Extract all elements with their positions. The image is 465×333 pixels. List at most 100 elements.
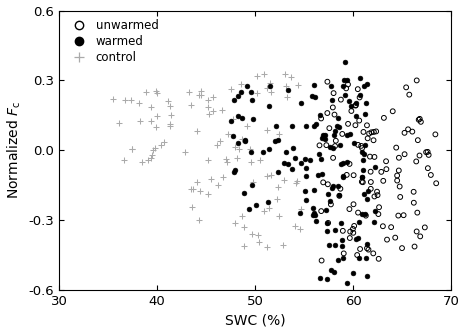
Point bbox=[324, 181, 332, 187]
Point bbox=[345, 206, 353, 212]
Point bbox=[413, 78, 420, 83]
Point bbox=[339, 83, 346, 88]
Point bbox=[291, 223, 299, 228]
Point bbox=[152, 88, 159, 93]
Point bbox=[281, 177, 288, 182]
X-axis label: SWC (%): SWC (%) bbox=[225, 313, 286, 327]
Point bbox=[363, 123, 371, 128]
Point bbox=[264, 199, 271, 205]
Point bbox=[389, 109, 397, 114]
Point bbox=[302, 123, 310, 128]
Point bbox=[195, 93, 203, 98]
Point bbox=[293, 179, 300, 184]
Point bbox=[148, 152, 155, 157]
Point bbox=[257, 158, 264, 163]
Point bbox=[352, 123, 359, 128]
Point bbox=[356, 95, 363, 100]
Point bbox=[250, 117, 257, 122]
Point bbox=[338, 161, 345, 166]
Point bbox=[317, 156, 325, 161]
Point bbox=[168, 113, 175, 118]
Point bbox=[267, 89, 275, 94]
Point bbox=[332, 138, 339, 144]
Point bbox=[263, 128, 271, 133]
Point bbox=[326, 145, 334, 150]
Point bbox=[346, 132, 354, 137]
Point bbox=[340, 77, 347, 82]
Point bbox=[375, 204, 383, 210]
Point bbox=[318, 208, 325, 214]
Point bbox=[331, 112, 338, 117]
Point bbox=[238, 213, 246, 218]
Point bbox=[371, 194, 378, 199]
Point bbox=[110, 96, 117, 102]
Point bbox=[222, 157, 229, 162]
Point bbox=[413, 210, 421, 215]
Point bbox=[340, 251, 347, 256]
Point bbox=[227, 119, 234, 124]
Point bbox=[383, 166, 390, 172]
Point bbox=[373, 189, 381, 194]
Point bbox=[312, 212, 319, 217]
Point bbox=[396, 184, 404, 189]
Point bbox=[294, 83, 302, 88]
Point bbox=[346, 229, 354, 234]
Point bbox=[412, 159, 420, 164]
Point bbox=[360, 191, 367, 196]
Point bbox=[265, 147, 272, 152]
Point bbox=[393, 178, 401, 183]
Point bbox=[331, 242, 339, 248]
Point bbox=[302, 173, 310, 179]
Point bbox=[231, 221, 239, 226]
Point bbox=[337, 142, 344, 148]
Point bbox=[292, 180, 299, 185]
Point bbox=[260, 71, 267, 77]
Point bbox=[361, 143, 369, 148]
Point bbox=[230, 134, 237, 139]
Point bbox=[196, 188, 204, 193]
Point bbox=[322, 137, 329, 142]
Point bbox=[193, 179, 200, 184]
Point bbox=[347, 104, 355, 109]
Point bbox=[362, 212, 369, 217]
Point bbox=[355, 219, 363, 224]
Point bbox=[148, 155, 155, 161]
Point bbox=[339, 243, 346, 248]
Point bbox=[339, 161, 346, 166]
Point bbox=[344, 121, 352, 127]
Point bbox=[334, 257, 341, 262]
Point bbox=[234, 93, 242, 98]
Point bbox=[339, 174, 347, 179]
Point bbox=[329, 105, 337, 110]
Point bbox=[336, 193, 343, 198]
Point bbox=[359, 179, 366, 185]
Point bbox=[187, 103, 195, 108]
Point bbox=[365, 247, 372, 252]
Point bbox=[354, 235, 362, 240]
Point bbox=[367, 186, 374, 191]
Point bbox=[370, 129, 378, 135]
Point bbox=[213, 142, 221, 148]
Point bbox=[323, 277, 330, 282]
Point bbox=[314, 172, 322, 178]
Point bbox=[402, 85, 410, 90]
Point bbox=[291, 156, 298, 161]
Point bbox=[243, 124, 250, 129]
Point bbox=[152, 146, 159, 151]
Point bbox=[325, 242, 332, 247]
Point bbox=[375, 256, 382, 261]
Point bbox=[276, 132, 283, 137]
Point bbox=[120, 157, 127, 163]
Point bbox=[363, 196, 370, 201]
Point bbox=[346, 235, 353, 241]
Point bbox=[224, 159, 231, 165]
Point bbox=[219, 174, 226, 180]
Point bbox=[358, 143, 365, 149]
Point bbox=[205, 112, 213, 117]
Point bbox=[318, 258, 325, 263]
Point bbox=[321, 132, 329, 137]
Point bbox=[370, 251, 377, 256]
Point bbox=[410, 189, 418, 194]
Point bbox=[343, 77, 351, 83]
Point bbox=[414, 138, 422, 143]
